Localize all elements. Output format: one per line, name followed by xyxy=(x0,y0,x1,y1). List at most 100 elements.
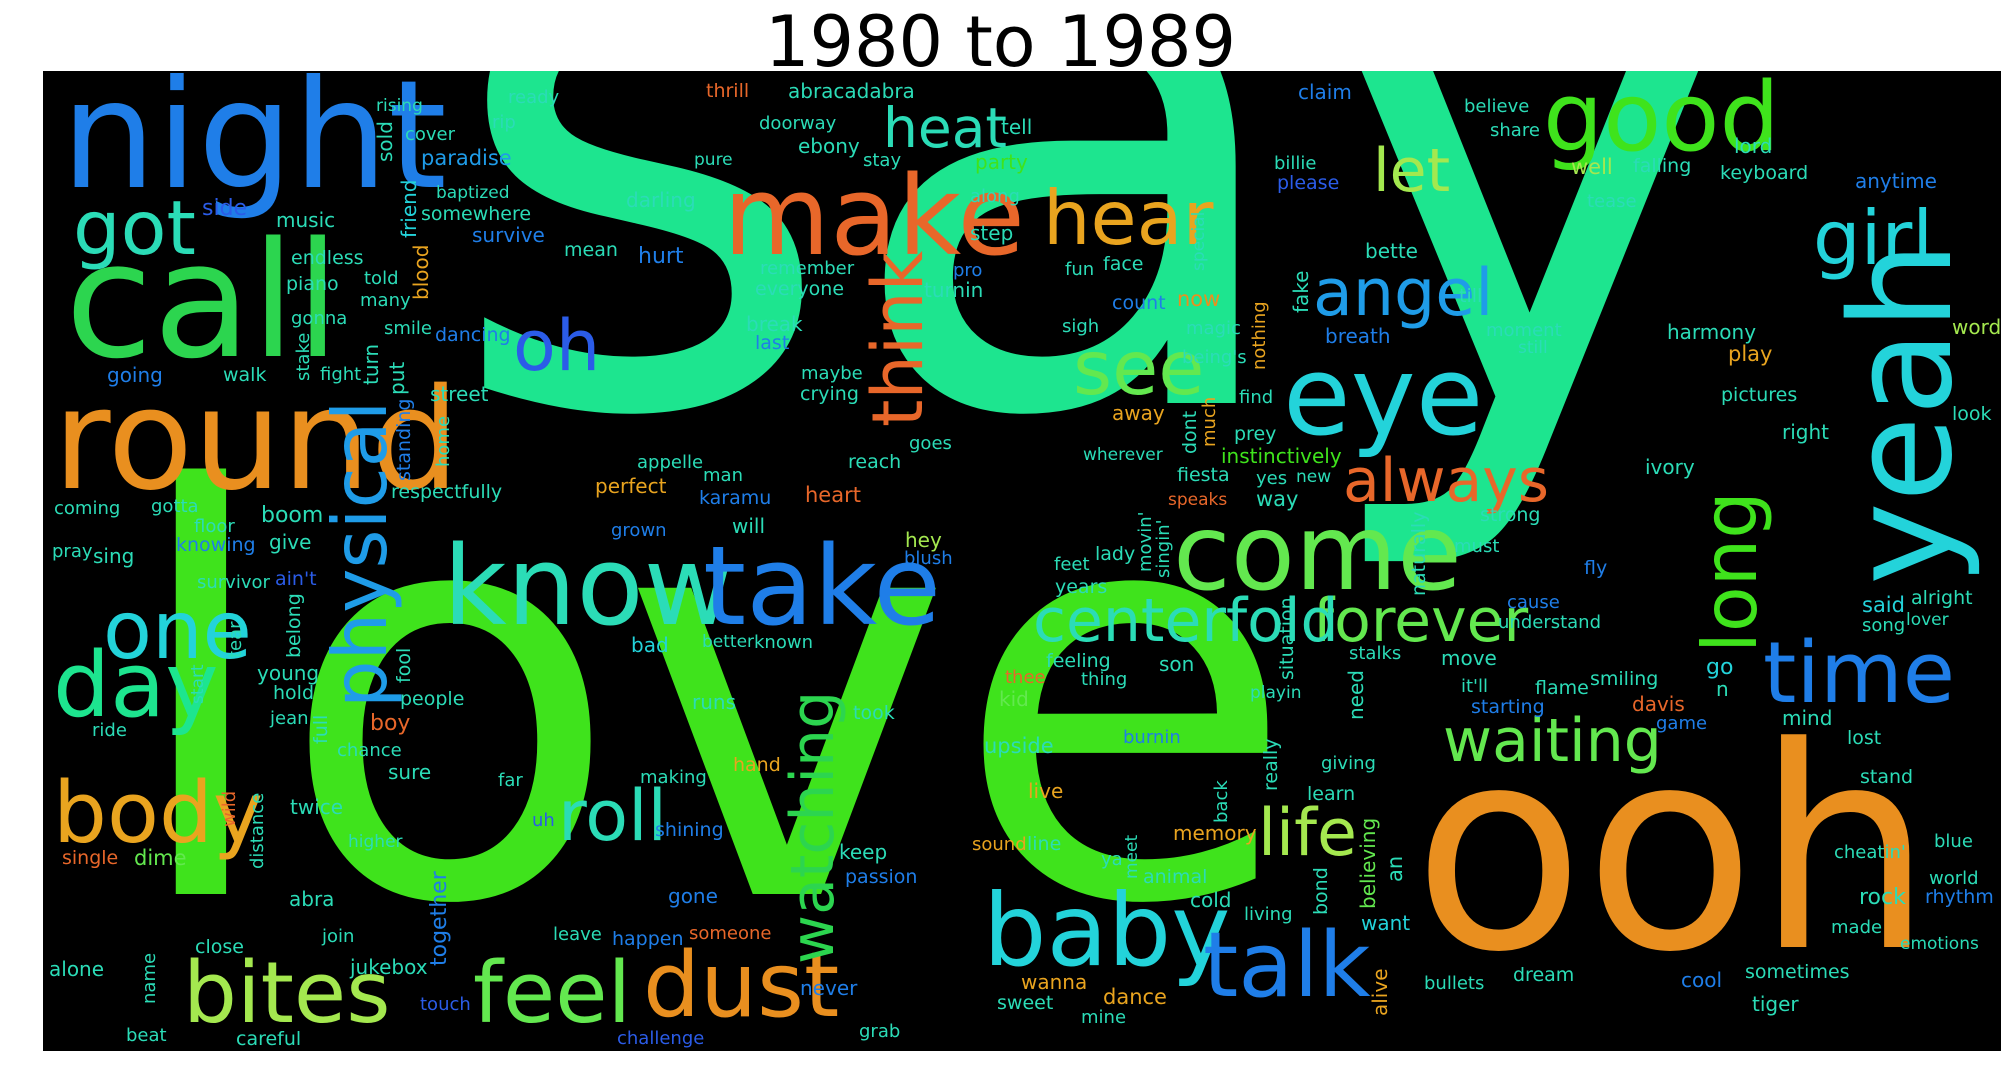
cloud-word-somewhere: somewhere xyxy=(421,203,532,225)
cloud-word-yes: yes xyxy=(1256,468,1288,489)
cloud-word-hey: hey xyxy=(905,528,942,552)
cloud-word-stay: stay xyxy=(863,150,902,171)
cloud-word-far: far xyxy=(498,770,523,791)
cloud-word-tiger: tiger xyxy=(1752,992,1799,1016)
cloud-word-count: count xyxy=(1112,292,1166,314)
cloud-word-eye: eye xyxy=(1283,332,1484,460)
cloud-word-believing: believing xyxy=(1356,817,1380,909)
page-title: 1980 to 1989 xyxy=(764,1,1237,83)
cloud-word-centerfold: centerfold xyxy=(1033,586,1339,656)
cloud-word-join: join xyxy=(322,926,355,947)
cloud-word-long: long xyxy=(1686,491,1774,653)
cloud-word-bette: bette xyxy=(1365,239,1418,263)
cloud-word-harmony: harmony xyxy=(1667,320,1757,344)
cloud-word-davis: davis xyxy=(1632,692,1685,716)
cloud-word-oh: oh xyxy=(513,305,601,387)
cloud-word-girl: girl xyxy=(1813,194,1934,282)
cloud-word-talk: talk xyxy=(1203,913,1371,1018)
cloud-word-hear: hear xyxy=(1043,174,1214,262)
cloud-word-give: give xyxy=(269,530,312,554)
cloud-word-fiesta: fiesta xyxy=(1177,464,1230,486)
cloud-word-fool: fool xyxy=(393,647,415,683)
cloud-word-know: know xyxy=(443,522,734,650)
cloud-word-friend: friend xyxy=(397,179,421,239)
cloud-word-blue: blue xyxy=(1934,831,1973,852)
cloud-word-rip: rip xyxy=(492,112,516,133)
cloud-word-dime: dime xyxy=(134,846,187,870)
cloud-word-turnin: turnin xyxy=(924,278,984,302)
cloud-word-right: right xyxy=(1782,420,1829,444)
cloud-word-sigh: sigh xyxy=(1062,316,1100,337)
cloud-word-respectfully: respectfully xyxy=(391,481,503,503)
cloud-word-alright: alright xyxy=(1911,587,1973,609)
cloud-word-alive: alive xyxy=(1368,968,1392,1016)
cloud-word-away: away xyxy=(1112,401,1165,425)
cloud-word-full: full xyxy=(310,714,332,744)
cloud-word-prey: prey xyxy=(1234,423,1277,445)
cloud-word-singin-: singin' xyxy=(1153,519,1174,578)
cloud-word-distance: distance xyxy=(247,792,268,869)
cloud-word-sound: sound xyxy=(972,834,1027,855)
cloud-word-take: take xyxy=(703,522,941,650)
cloud-word-physical: physical xyxy=(316,400,404,708)
cloud-word-back: back xyxy=(1211,780,1232,823)
cloud-word-bites: bites xyxy=(183,944,391,1043)
cloud-word-side: side xyxy=(202,196,248,221)
cloud-word-baby: baby xyxy=(983,872,1231,989)
cloud-word-well: well xyxy=(1571,155,1613,179)
cloud-word-meet: meet xyxy=(1122,834,1142,879)
cloud-word-abracadabra: abracadabra xyxy=(788,79,915,103)
cloud-word-standing: standing xyxy=(393,398,415,481)
cloud-word-play: play xyxy=(1728,342,1773,366)
cloud-word-word: word xyxy=(1952,315,2001,339)
cloud-word-careful: careful xyxy=(236,1028,302,1050)
cloud-word-tease: tease xyxy=(1587,191,1637,212)
cloud-word-pictures: pictures xyxy=(1721,384,1798,406)
cloud-word-chance: chance xyxy=(337,740,402,761)
cloud-word-one: one xyxy=(103,584,252,677)
cloud-word-shining: shining xyxy=(655,819,724,841)
cloud-word-day: day xyxy=(53,633,219,738)
cloud-word-grown: grown xyxy=(611,520,667,541)
cloud-word-game: game xyxy=(1656,713,1708,734)
cloud-word-told: told xyxy=(364,268,399,289)
cloud-word-time: time xyxy=(1763,624,1956,723)
cloud-word-ride: ride xyxy=(92,720,127,741)
cloud-word-passion: passion xyxy=(845,866,918,888)
cloud-word-put: put xyxy=(385,361,409,395)
cloud-word-thee: thee xyxy=(1005,667,1046,688)
cloud-word-gotta: gotta xyxy=(151,496,199,517)
cloud-word-survive: survive xyxy=(472,223,545,247)
cloud-word-crying: crying xyxy=(800,383,859,405)
cloud-word-ivory: ivory xyxy=(1645,455,1695,479)
cloud-word-watching: watching xyxy=(778,690,848,964)
cloud-word-fake: fake xyxy=(1289,270,1313,313)
cloud-word-want: want xyxy=(1361,911,1411,935)
cloud-word-fight: fight xyxy=(320,364,362,385)
cloud-word-wild: wild xyxy=(219,790,240,827)
cloud-word-lord: lord xyxy=(1734,134,1773,158)
cloud-word-let: let xyxy=(1373,136,1451,206)
cloud-word-naturally: naturally xyxy=(1408,511,1430,596)
cloud-word-will: will xyxy=(732,514,766,538)
cloud-word-took: took xyxy=(853,702,895,724)
cloud-word-belong: belong xyxy=(283,593,305,658)
cloud-word-smiling: smiling xyxy=(1590,668,1659,690)
cloud-word-dust: dust xyxy=(643,933,840,1038)
cloud-word-upside: upside xyxy=(984,734,1054,758)
cloud-word-billie: billie xyxy=(1274,153,1317,174)
cloud-word-dance: dance xyxy=(1103,985,1167,1009)
cloud-word-heat: heat xyxy=(883,96,1007,160)
cloud-word-reach: reach xyxy=(848,451,902,473)
cloud-word-always: always xyxy=(1343,446,1550,516)
cloud-word-touch: touch xyxy=(420,994,471,1015)
cloud-word-kid: kid xyxy=(999,687,1029,711)
cloud-word-please: please xyxy=(1277,172,1340,194)
cloud-word-made: made xyxy=(1831,917,1883,938)
cloud-word-feel: feel xyxy=(473,944,632,1043)
cloud-word-everyone: everyone xyxy=(755,278,845,300)
cloud-word-ain-t: ain't xyxy=(275,568,317,590)
cloud-word-wanna: wanna xyxy=(1021,970,1088,994)
cloud-word-together: together xyxy=(427,871,452,966)
cloud-word-mean: mean xyxy=(564,239,618,261)
